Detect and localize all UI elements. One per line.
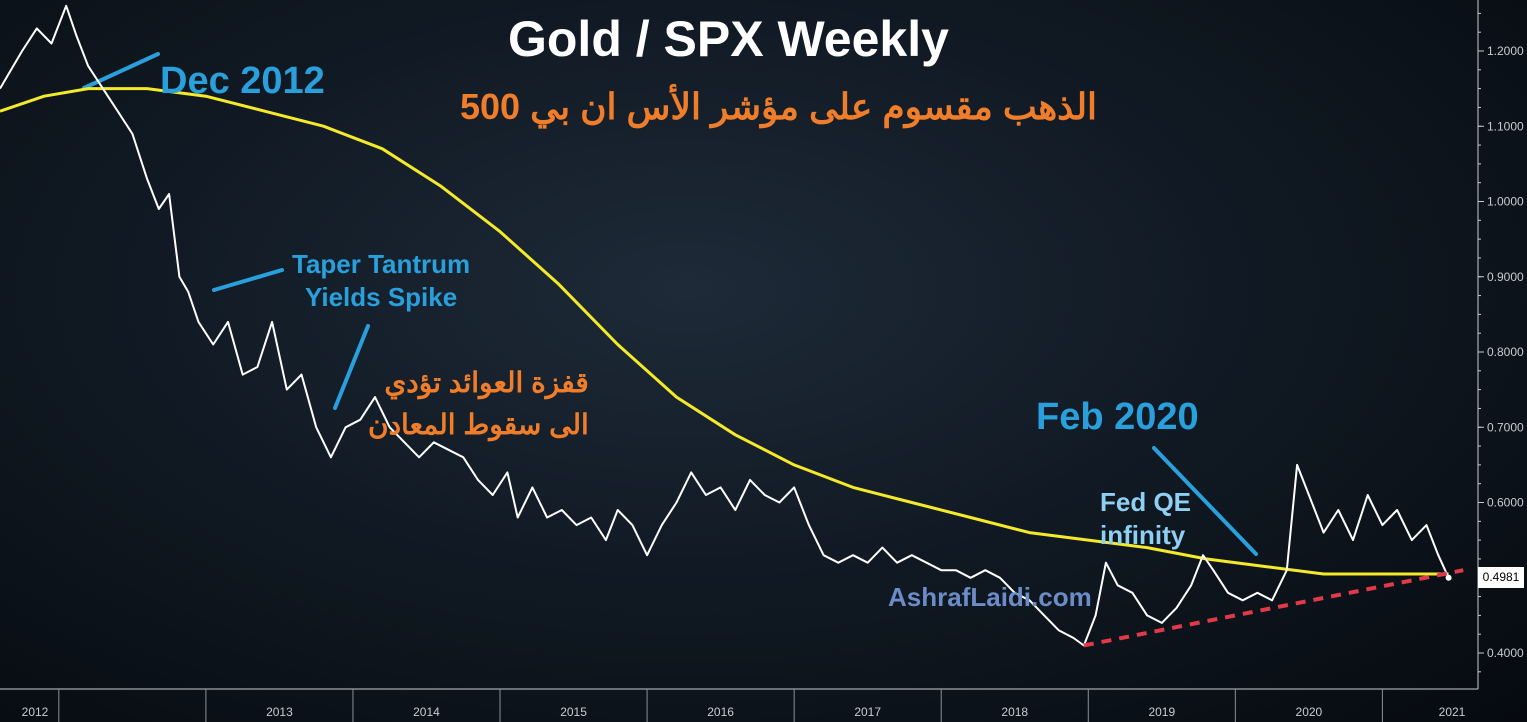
callout-fed-qe bbox=[1152, 446, 1258, 556]
x-tick-label: 2015 bbox=[560, 705, 587, 719]
y-tick-label: 1.2000 bbox=[1487, 44, 1524, 58]
x-tick-label: 2014 bbox=[413, 705, 440, 719]
callout-taper-tantrum bbox=[212, 268, 284, 292]
x-tick-label: 2013 bbox=[266, 705, 293, 719]
x-tick-label: 2020 bbox=[1296, 705, 1323, 719]
y-tick-label: 1.0000 bbox=[1487, 195, 1524, 209]
x-tick-label: 2017 bbox=[854, 705, 881, 719]
y-tick-label: 0.9000 bbox=[1487, 270, 1524, 284]
y-tick-label: 0.8000 bbox=[1487, 345, 1524, 359]
x-tick-label: 2012 bbox=[22, 705, 49, 719]
y-tick-label: 0.7000 bbox=[1487, 420, 1524, 434]
annotation-taper-tantrum: Taper Tantrum Yields Spike bbox=[292, 248, 470, 314]
y-tick-label: 0.4000 bbox=[1487, 646, 1524, 660]
y-tick-label: 0.6000 bbox=[1487, 496, 1524, 510]
callout-yields-spike bbox=[333, 324, 370, 410]
annotation-fed-line1: Fed QE bbox=[1100, 487, 1192, 517]
chart-title: Gold / SPX Weekly bbox=[508, 11, 949, 67]
annotation-dec-2012: Dec 2012 bbox=[160, 60, 325, 102]
annotation-arabic-line2: الى سقوط المعادن bbox=[368, 409, 589, 440]
annotation-feb-2020: Feb 2020 bbox=[1036, 396, 1199, 438]
series-line-moving-average bbox=[0, 87, 1449, 576]
trendline-support bbox=[1083, 568, 1464, 648]
callout-dec-2012 bbox=[82, 52, 160, 90]
last-value-label: 0.4981 bbox=[1478, 567, 1524, 588]
chart-subtitle: الذهب مقسوم على مؤشر الأس ان بي 500 bbox=[460, 86, 1098, 127]
series-line-gold-spx bbox=[0, 4, 1450, 647]
x-tick-label: 2018 bbox=[1001, 705, 1028, 719]
x-tick-label: 2019 bbox=[1148, 705, 1175, 719]
x-tick-label: 2021 bbox=[1439, 705, 1466, 719]
watermark: AshrafLaidi.com bbox=[888, 582, 1092, 612]
annotation-fed-line2: infinity bbox=[1100, 520, 1186, 550]
annotation-fed-qe: Fed QE infinity bbox=[1100, 486, 1191, 552]
annotation-taper-line2: Yields Spike bbox=[304, 282, 458, 312]
annotation-arabic-line1: قفزة العوائد تؤدي bbox=[384, 367, 589, 398]
annotation-taper-line1: Taper Tantrum bbox=[292, 249, 471, 279]
x-tick-label: 2016 bbox=[707, 705, 734, 719]
annotation-arabic-yields: قفزة العوائد تؤدي الى سقوط المعادن bbox=[368, 362, 589, 446]
y-tick-label: 1.1000 bbox=[1487, 119, 1524, 133]
last-value-point bbox=[1445, 574, 1452, 581]
